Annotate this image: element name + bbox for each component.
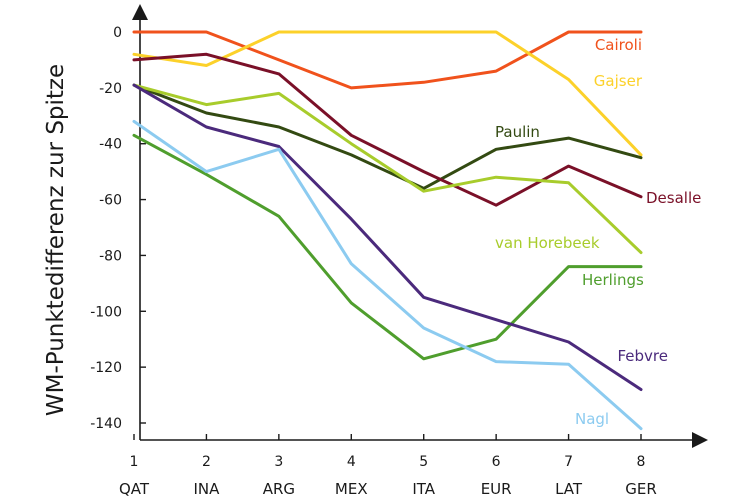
- x-tick-category: ARG: [263, 480, 295, 498]
- series-label-herlings: Herlings: [582, 271, 644, 289]
- x-tick-number: 7: [564, 454, 573, 470]
- y-tick-label: -100: [90, 304, 122, 320]
- series-line-van-horebeek: [132, 83, 643, 255]
- y-axis-label: WM-Punktedifferenz zur Spitze: [43, 64, 69, 416]
- y-tick-label: -40: [99, 137, 122, 153]
- x-tick-number: 5: [419, 454, 428, 470]
- series-label-gajser: Gajser: [594, 72, 643, 90]
- series-label-febvre: Febvre: [617, 347, 668, 365]
- x-tick-number: 1: [130, 454, 139, 470]
- x-tick-number: 8: [637, 454, 646, 470]
- series-line-nagl: [132, 119, 643, 431]
- y-tick-label: -20: [99, 81, 122, 97]
- series-labels: Cairoli Gajser Paulin Desalle van Horebeek He…: [495, 36, 701, 428]
- series-line-febvre: [132, 83, 643, 391]
- y-tick-label: -120: [90, 360, 122, 376]
- y-tick-label: -60: [99, 193, 122, 209]
- series-line-herlings: [132, 133, 643, 361]
- series-line-cairoli: [132, 30, 643, 90]
- series-line-paulin: [132, 83, 643, 190]
- series-lines: [132, 30, 643, 431]
- series-label-van-horebeek: van Horebeek: [495, 234, 600, 252]
- series-line-desalle: [132, 52, 643, 207]
- y-tick-label: -140: [90, 416, 122, 432]
- x-tick-category: QAT: [119, 480, 150, 498]
- y-tick-label: -80: [99, 248, 122, 264]
- series-label-desalle: Desalle: [646, 189, 701, 207]
- x-tick-number: 2: [202, 454, 211, 470]
- series-line-gajser: [132, 30, 643, 157]
- x-tick-category: GER: [625, 480, 657, 498]
- x-tick-number: 6: [492, 454, 501, 470]
- x-tick-category: MEX: [335, 480, 368, 498]
- x-tick-category: EUR: [481, 480, 512, 498]
- series-label-nagl: Nagl: [575, 410, 609, 428]
- y-tick-label: 0: [113, 25, 122, 41]
- axes: [132, 4, 708, 448]
- x-tick-category: INA: [193, 480, 220, 498]
- x-tick-number: 4: [347, 454, 356, 470]
- y-ticks: 0 -20 -40 -60 -80 -100 -120 -140: [90, 25, 146, 432]
- series-label-paulin: Paulin: [495, 123, 540, 141]
- x-tick-category: LAT: [555, 480, 583, 498]
- x-tick-number: 3: [274, 454, 283, 470]
- series-label-cairoli: Cairoli: [595, 36, 642, 54]
- x-tick-category: ITA: [412, 480, 435, 498]
- x-ticks: 1 QAT 2 INA 3 ARG 4 MEX 5 ITA 6 EUR 7 LAT 8 GER: [119, 434, 657, 498]
